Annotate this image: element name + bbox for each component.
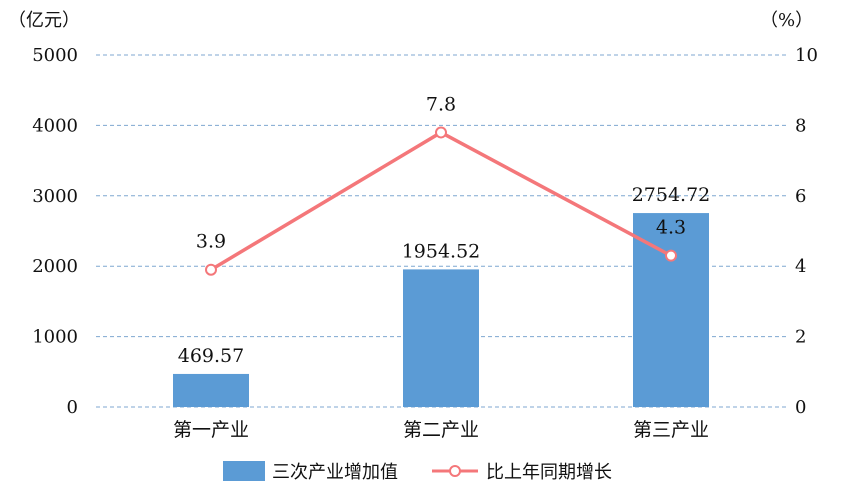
left-axis-tick-label: 2000 (32, 256, 78, 277)
legend-line-marker (449, 465, 461, 477)
bar-data-label: 1954.52 (402, 240, 481, 262)
bar (633, 213, 709, 407)
right-axis-ticks: 0 2 4 6 8 10 (795, 45, 818, 418)
left-axis-tick-label: 0 (67, 397, 78, 418)
bar-data-label: 2754.72 (632, 184, 711, 206)
right-axis-tick-label: 10 (795, 45, 818, 66)
x-axis-tick-label: 第一产业 (173, 419, 249, 441)
line-data-label: 7.8 (426, 93, 456, 115)
line-data-label: 4.3 (656, 217, 686, 239)
x-axis-tick-label: 第二产业 (403, 419, 479, 441)
line-point (435, 126, 447, 139)
legend-bar-label: 三次产业增加值 (272, 462, 398, 483)
bar (403, 269, 479, 407)
line-point (665, 249, 677, 262)
left-axis-unit: （亿元） (8, 10, 80, 31)
left-axis-tick-label: 1000 (32, 327, 78, 348)
bar-data-label: 469.57 (178, 345, 244, 367)
right-axis-tick-label: 4 (795, 256, 806, 277)
right-axis-tick-label: 8 (795, 115, 806, 136)
left-axis-tick-label: 3000 (32, 186, 78, 207)
line-series: 3.9 7.8 4.3 (196, 93, 686, 276)
x-axis-tick-label: 第三产业 (633, 419, 709, 441)
bar (173, 373, 249, 407)
legend-bar-swatch (223, 461, 265, 481)
line-data-label: 3.9 (196, 231, 226, 253)
left-axis-ticks: 0 1000 2000 3000 4000 5000 (32, 45, 78, 418)
right-axis-tick-label: 2 (795, 327, 806, 348)
right-axis-tick-label: 6 (795, 186, 806, 207)
left-axis-tick-label: 5000 (32, 45, 78, 66)
legend: 三次产业增加值 比上年同期增长 (223, 461, 612, 483)
left-axis-tick-label: 4000 (32, 115, 78, 136)
x-axis-ticks: 第一产业 第二产业 第三产业 (173, 419, 709, 441)
right-axis-tick-label: 0 (795, 397, 806, 418)
line-point (205, 263, 217, 276)
legend-line-label: 比上年同期增长 (486, 462, 612, 483)
right-axis-unit: （%） (760, 10, 813, 31)
bar-series: 469.57 1954.52 2754.72 (173, 184, 710, 407)
